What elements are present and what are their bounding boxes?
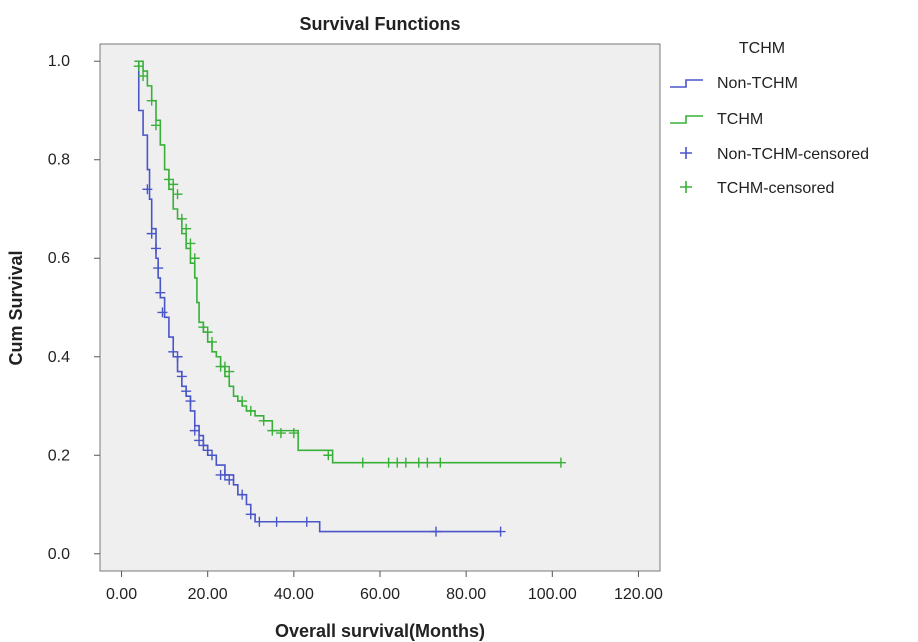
non-tchm-censor-mark [172, 351, 183, 362]
tchm-censor-mark [237, 396, 248, 407]
non-tchm-censor-mark [495, 526, 506, 537]
x-tick-label: 120.00 [614, 586, 663, 603]
tchm-censor-mark [413, 457, 424, 468]
x-tick-label: 60.00 [360, 586, 400, 603]
tchm-censor-mark [357, 457, 368, 468]
tchm-censor-mark [202, 327, 213, 338]
tchm-censor-mark [168, 179, 179, 190]
non-tchm-censor-mark [198, 440, 209, 451]
non-tchm-censor-mark [207, 450, 217, 461]
tchm-censor-mark [275, 428, 286, 439]
tchm-censor-mark [422, 457, 433, 468]
non-tchm-censor-mark [151, 243, 161, 254]
legend-censor-icon [680, 147, 692, 159]
x-axis: 0.00 20.00 40.00 60.00 80.00 100.00 120.00 [106, 571, 663, 603]
chart-title: Survival Functions [299, 14, 460, 34]
tchm-censor-mark [392, 457, 403, 468]
legend-line-icon [670, 115, 703, 124]
x-tick-label: 40.00 [274, 586, 314, 603]
x-tick-label: 100.00 [528, 586, 577, 603]
tchm-censor-mark [258, 415, 269, 426]
tchm-censor-mark [400, 457, 411, 468]
tchm-censor-mark [267, 425, 278, 436]
tchm-censor-mark [224, 366, 235, 377]
non-tchm-censor-mark [237, 489, 248, 500]
y-axis-title: Cum Survival [6, 250, 26, 365]
tchm-censor-mark [146, 95, 157, 106]
non-tchm-censor-mark [189, 425, 200, 436]
tchm-censor-mark [198, 322, 209, 333]
non-tchm-censor-mark [301, 516, 312, 527]
x-axis-title: Overall survival(Months) [275, 621, 485, 641]
non-tchm-censor-mark [155, 287, 166, 298]
y-tick-label: 0.2 [48, 447, 70, 464]
legend: TCHM Non-TCHM TCHM Non-TCHM-censored TCHM-c… [670, 40, 869, 197]
y-tick-label: 0.6 [48, 250, 70, 267]
legend-label: Non-TCHM-censored [717, 146, 869, 163]
tchm-censor-mark [555, 457, 566, 468]
tchm-censor-mark [172, 189, 183, 200]
tchm-censor-mark [207, 336, 217, 347]
non-tchm-censor-mark [431, 526, 441, 537]
legend-label: TCHM-censored [717, 180, 834, 197]
y-tick-label: 1.0 [48, 53, 70, 70]
non-tchm-censor-mark [181, 386, 192, 397]
y-tick-label: 0.4 [48, 349, 70, 366]
non-tchm-censor-mark [146, 228, 157, 239]
tchm-censor-mark [383, 457, 394, 468]
legend-censor-icon [680, 181, 692, 193]
tchm-censor-mark [189, 253, 200, 264]
y-axis: 0.0 0.2 0.4 0.6 0.8 1.0 [48, 53, 100, 563]
non-tchm-censor-mark [202, 445, 213, 456]
x-tick-label: 0.00 [106, 586, 137, 603]
y-tick-label: 0.8 [48, 152, 70, 169]
legend-item: TCHM-censored [680, 180, 834, 197]
non-tchm-censor-mark [254, 516, 265, 527]
tchm-censor-mark [151, 120, 161, 131]
x-tick-label: 20.00 [188, 586, 228, 603]
non-tchm-censor-mark [142, 184, 153, 195]
tchm-censor-mark [133, 61, 144, 72]
legend-item: TCHM [670, 111, 763, 128]
tchm-censor-mark [176, 213, 187, 224]
non-tchm-censor-mark [176, 371, 187, 382]
legend-item: Non-TCHM [670, 75, 798, 92]
tchm-censor-mark [219, 361, 230, 372]
legend-item: Non-TCHM-censored [680, 146, 869, 163]
tchm-censor-mark [163, 174, 174, 185]
non-tchm-censor-mark [153, 263, 164, 274]
non-tchm-censor-mark [185, 396, 196, 407]
legend-title: TCHM [739, 40, 785, 57]
y-tick-label: 0.0 [48, 546, 70, 563]
non-tchm-censor-mark [245, 509, 256, 520]
plot-area [99, 43, 661, 572]
non-tchm-censor-mark [219, 469, 230, 480]
non-tchm-censor-mark [271, 516, 282, 527]
legend-line-icon [670, 79, 703, 88]
tchm-censor-mark [288, 428, 299, 439]
x-tick-label: 80.00 [446, 586, 486, 603]
legend-label: TCHM [717, 111, 763, 128]
tchm-censor-mark [181, 223, 192, 234]
tchm-censor-mark [435, 457, 446, 468]
non-tchm-censor-mark [157, 307, 168, 318]
tchm-censor-mark [323, 450, 334, 461]
series-layer [133, 60, 566, 537]
tchm-censor-mark [245, 405, 256, 416]
tchm-censor-mark [185, 238, 196, 249]
tchm-censor-mark [138, 71, 149, 82]
non-tchm-censor-mark [224, 474, 235, 485]
non-tchm-censor-mark [168, 346, 179, 357]
legend-label: Non-TCHM [717, 75, 798, 92]
non-tchm-censor-mark [194, 435, 205, 446]
